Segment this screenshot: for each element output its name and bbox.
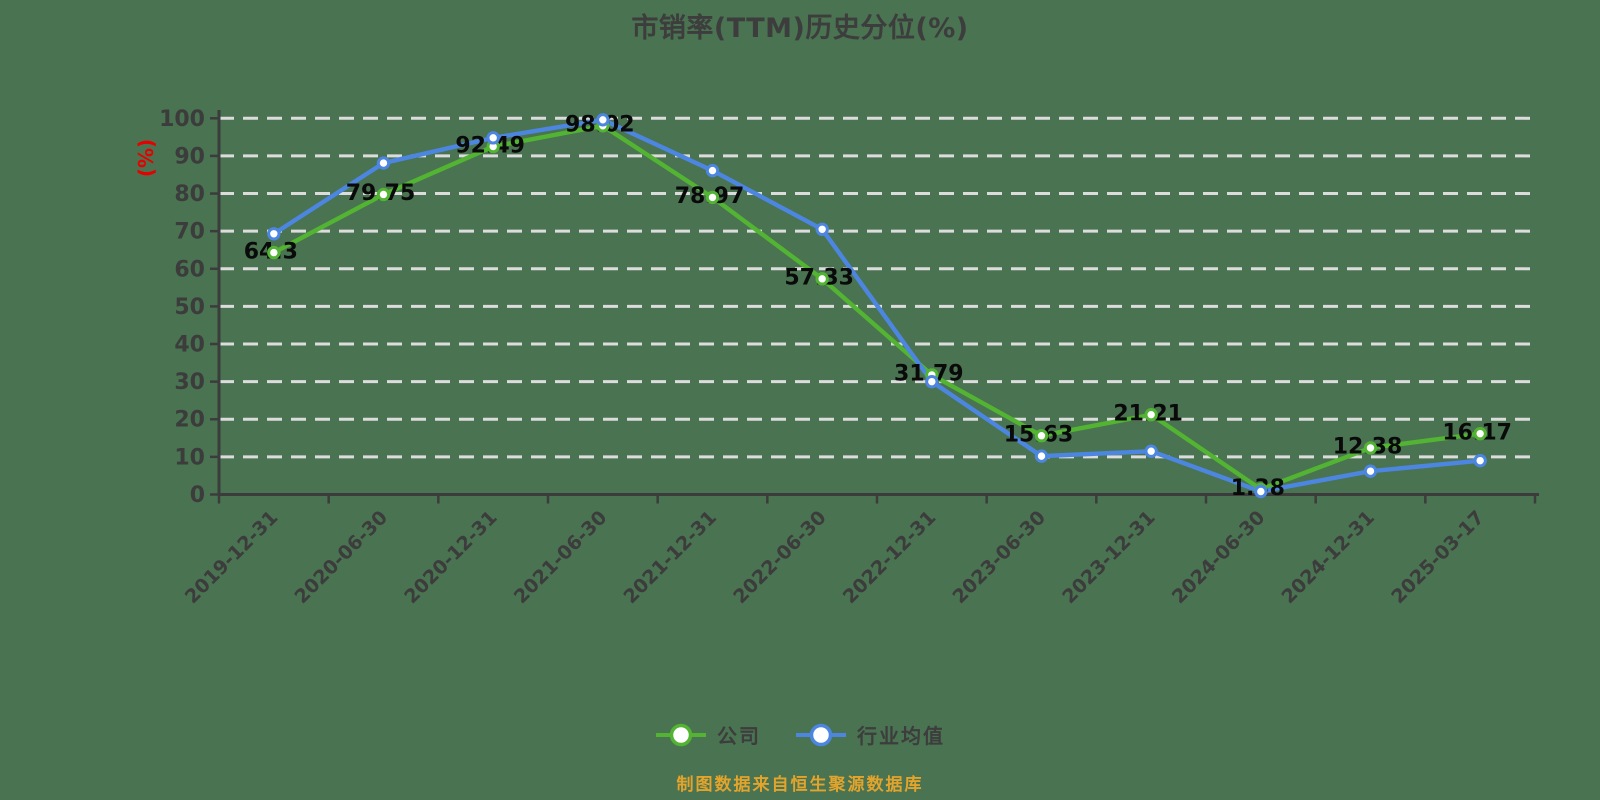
legend-label-industry-average: 行业均值: [857, 724, 945, 748]
x-tick-label: 2022-12-31: [839, 506, 941, 608]
chart-title: 市销率(TTM)历史分位(%): [631, 13, 969, 44]
data-point-marker-1: [1254, 484, 1268, 499]
data-point-marker-1: [596, 113, 610, 127]
legend: 公司 行业均值: [0, 720, 1600, 749]
x-tick-label: 2023-12-31: [1058, 506, 1160, 608]
x-tick-label: 2025-03-17: [1387, 506, 1489, 608]
y-tick-label: 60: [174, 257, 205, 282]
data-point-marker-0: [267, 245, 281, 260]
y-tick-label: 50: [174, 295, 205, 320]
x-tick-label: 2024-12-31: [1278, 506, 1380, 608]
data-point-marker-1: [705, 163, 720, 178]
legend-marker-industry-average-icon: [796, 723, 846, 746]
data-point-marker-1: [815, 222, 829, 236]
series-line-0: [271, 123, 1483, 492]
y-tick-label: 30: [174, 370, 205, 395]
data-point-marker-0: [376, 187, 391, 202]
y-tick-label: 40: [174, 333, 205, 358]
legend-item-company[interactable]: 公司: [655, 720, 761, 749]
y-tick-label: 10: [174, 445, 205, 470]
y-tick-label: 80: [174, 182, 205, 207]
x-tick-label: 2022-06-30: [729, 506, 831, 608]
data-point-marker-1: [1363, 464, 1378, 478]
data-point-marker-0: [1144, 408, 1158, 422]
y-axis-unit-label: (%): [134, 139, 158, 177]
x-tick-label: 2021-12-31: [620, 506, 722, 608]
data-point-marker-1: [267, 227, 281, 241]
x-tick-label: 2020-12-31: [400, 506, 502, 608]
data-point-marker-0: [1363, 441, 1378, 455]
data-point-marker-0: [1473, 426, 1487, 441]
x-tick-label: 2020-06-30: [291, 506, 393, 608]
data-source-note: 制图数据来自恒生聚源数据库: [676, 775, 924, 795]
x-tick-label: 2023-06-30: [949, 506, 1051, 608]
y-tick-label: 90: [174, 144, 205, 169]
y-tick-label: 20: [174, 408, 205, 433]
y-tick-label: 0: [190, 483, 205, 508]
data-point-marker-1: [1034, 449, 1049, 463]
x-tick-label: 2019-12-31: [181, 506, 283, 608]
x-tick-label: 2021-06-30: [510, 506, 612, 608]
data-point-marker-0: [815, 272, 829, 286]
data-point-marker-1: [1473, 453, 1487, 468]
legend-label-company: 公司: [717, 724, 761, 748]
x-tick-label: 2024-06-30: [1168, 506, 1270, 608]
data-point-marker-0: [1034, 428, 1049, 443]
y-tick-label: 100: [159, 107, 205, 132]
legend-marker-company-icon: [656, 723, 706, 746]
data-point-marker-1: [486, 131, 500, 145]
data-point-marker-1: [925, 374, 939, 389]
legend-item-industry-average[interactable]: 行业均值: [795, 720, 945, 749]
data-point-marker-1: [376, 156, 391, 170]
data-point-marker-1: [1144, 444, 1158, 458]
series-line-1: [271, 117, 1483, 494]
data-point-marker-0: [705, 190, 720, 205]
y-tick-label: 70: [174, 220, 205, 245]
